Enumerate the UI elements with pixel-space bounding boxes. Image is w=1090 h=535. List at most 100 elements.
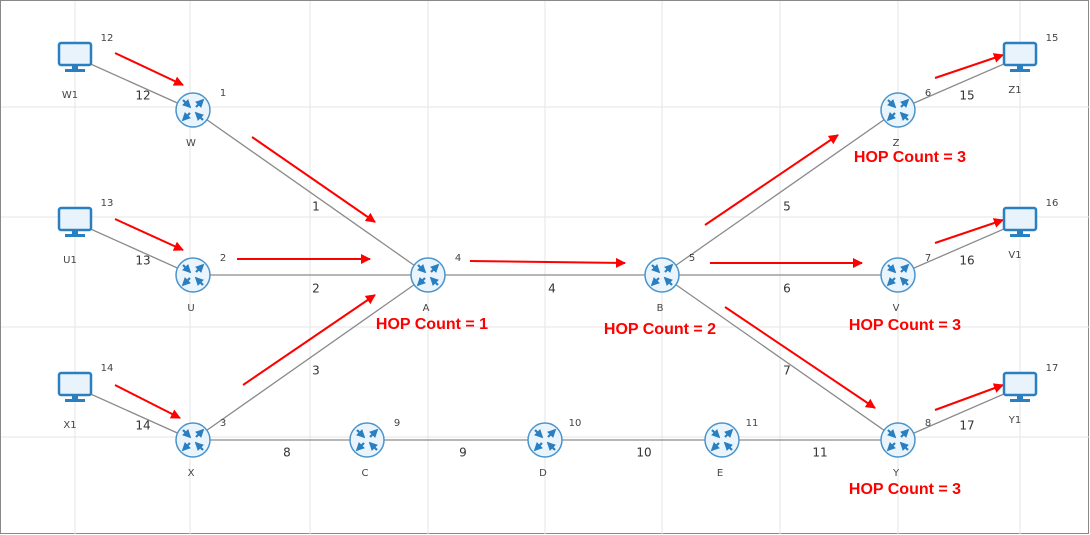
router-arrow — [710, 441, 721, 452]
stand — [1017, 395, 1023, 399]
monitor — [1002, 41, 1038, 67]
node-id: 9 — [394, 418, 400, 429]
router-arrow — [181, 276, 192, 287]
link-label: 13 — [135, 254, 150, 268]
node-label: C — [362, 468, 369, 479]
base — [65, 234, 85, 237]
router: Y8 — [880, 418, 931, 479]
router-arrow — [723, 441, 734, 452]
node-id: 6 — [925, 88, 931, 99]
link — [897, 386, 1021, 441]
router-arrow — [886, 263, 897, 274]
hop-count: HOP Count = 1 — [376, 316, 488, 333]
router-arrow — [181, 263, 192, 274]
router-arrow — [355, 428, 366, 439]
router-arrow — [886, 441, 897, 452]
router-arrow — [368, 428, 379, 439]
router-arrow — [416, 276, 427, 287]
router-arrow — [181, 441, 192, 452]
link-label: 5 — [783, 200, 791, 214]
stand — [1017, 65, 1023, 69]
router-arrow — [546, 441, 557, 452]
link-label: 10 — [636, 446, 651, 460]
router-body — [527, 422, 563, 458]
router-arrow — [899, 263, 910, 274]
monitor — [57, 371, 93, 397]
router-arrow — [181, 428, 192, 439]
router: U2 — [175, 253, 226, 314]
node-label: X — [188, 468, 195, 479]
base — [1010, 234, 1030, 237]
router-body — [880, 422, 916, 458]
node-id: 14 — [101, 363, 114, 374]
node-label: A — [423, 303, 430, 314]
router-arrow — [723, 428, 734, 439]
link-label: 11 — [812, 446, 827, 460]
computer: U1 13 — [57, 198, 113, 266]
node-id: 7 — [925, 253, 931, 264]
link — [897, 56, 1021, 111]
base — [65, 69, 85, 72]
router-arrow — [355, 441, 366, 452]
router-arrow — [650, 276, 661, 287]
node-label: Z — [893, 138, 900, 149]
router-arrow — [710, 428, 721, 439]
router-arrow — [194, 111, 205, 122]
node-label: V1 — [1008, 250, 1021, 261]
node-id: 4 — [455, 253, 461, 264]
link-label: 8 — [283, 446, 291, 460]
link — [74, 56, 194, 111]
router: C9 — [349, 418, 400, 479]
router-arrow — [899, 441, 910, 452]
router-body — [175, 257, 211, 293]
router-arrow — [663, 263, 674, 274]
router-arrow — [368, 441, 379, 452]
router-arrow — [899, 111, 910, 122]
router: A4 — [410, 253, 461, 314]
router-arrow — [181, 111, 192, 122]
flow-arrow — [251, 136, 376, 223]
router-arrow — [429, 276, 440, 287]
flow-arrow — [114, 52, 184, 86]
node-label: X1 — [63, 420, 76, 431]
node-id: 2 — [220, 253, 226, 264]
link-label: 14 — [135, 419, 150, 433]
link-label: 17 — [959, 419, 974, 433]
node-label: U — [187, 303, 194, 314]
node-label: D — [539, 468, 547, 479]
computer: Y1 17 — [1002, 363, 1058, 426]
router-body — [880, 92, 916, 128]
link-label: 9 — [459, 446, 467, 460]
router-arrow — [886, 98, 897, 109]
flow-arrow — [469, 257, 626, 268]
link-label: 7 — [783, 364, 791, 378]
router-arrow — [899, 276, 910, 287]
router-arrow — [181, 98, 192, 109]
flow-arrow — [724, 306, 876, 409]
flow-arrow — [704, 134, 839, 226]
monitor — [1002, 206, 1038, 232]
computer: X1 14 — [57, 363, 114, 431]
link — [897, 221, 1021, 276]
link-label: 6 — [783, 282, 791, 296]
computer: W1 12 — [57, 33, 113, 101]
hop-count: HOP Count = 3 — [849, 481, 961, 498]
router: Z6 — [880, 88, 931, 149]
computer: Z1 15 — [1002, 33, 1058, 96]
router-arrow — [416, 263, 427, 274]
router-body — [175, 422, 211, 458]
router-arrow — [650, 263, 661, 274]
link-label: 4 — [548, 282, 556, 296]
node-label: B — [657, 303, 664, 314]
node-label: Z1 — [1008, 85, 1021, 96]
router-arrow — [886, 276, 897, 287]
router-arrow — [194, 276, 205, 287]
router-arrow — [533, 441, 544, 452]
link — [192, 109, 429, 276]
router-arrow — [194, 98, 205, 109]
node-id: 8 — [925, 418, 931, 429]
router: W1 — [175, 88, 226, 149]
flow-arrow — [934, 383, 1004, 411]
